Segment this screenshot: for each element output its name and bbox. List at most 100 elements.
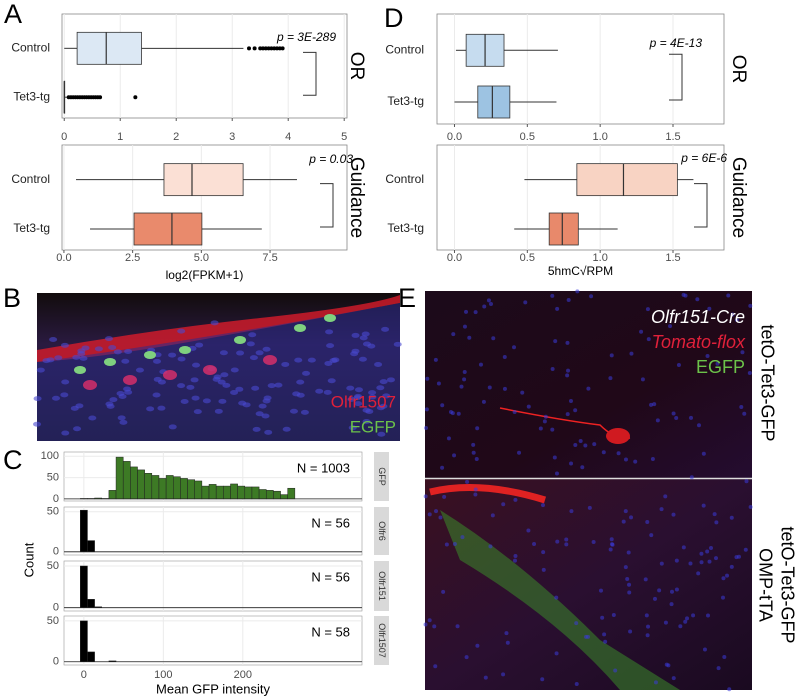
nucleus [368,394,377,400]
olfr-cell [83,380,97,390]
nucleus [725,573,730,578]
outlier [247,46,252,51]
micrograph-e: Olfr151-Cre Tomato-flox EGFP tetO-Tet3-G… [423,289,797,692]
nucleus [427,512,432,517]
nucleus [502,355,507,360]
nucleus [52,395,61,401]
histogram-bar [80,620,88,662]
nucleus [424,426,429,431]
nucleus [603,639,608,644]
nucleus [689,415,694,420]
nucleus [123,386,132,392]
facet-label: Olfr6 [377,521,387,541]
nucleus [427,618,432,623]
nucleus [645,307,650,312]
nucleus [72,354,81,360]
nucleus [452,453,457,458]
nucleus [621,519,626,524]
histogram-bar [144,473,153,500]
nucleus [294,357,303,363]
nucleus [108,344,117,350]
nucleus [296,392,305,398]
facet-label: Guidance [728,157,749,238]
nucleus [249,355,258,361]
nucleus [743,547,748,552]
nucleus [49,337,58,343]
nucleus [168,424,177,430]
nucleus [538,426,543,431]
nucleus [433,664,438,669]
nucleus [668,324,673,329]
histogram-bar [87,540,95,553]
x-tick-label: 0 [81,669,87,681]
nucleus [202,398,211,404]
nucleus [613,668,618,673]
nucleus [296,379,305,385]
nucleus [652,596,657,601]
nucleus [748,303,753,308]
nucleus [501,502,506,507]
histogram-bar [87,599,95,608]
olfr-cell [123,375,137,385]
nucleus [569,461,574,466]
olfr-cell [163,370,177,380]
nucleus [475,643,480,648]
nucleus [512,558,517,563]
nucleus [393,341,402,347]
nucleus [359,335,368,341]
nucleus [464,309,469,314]
nucleus [573,443,578,448]
nucleus [609,353,614,358]
gfp-cell [324,314,336,322]
histogram-bar [87,651,95,662]
y-tick-label: 50 [47,560,59,572]
nucleus [255,411,264,417]
nucleus [699,560,704,565]
nucleus [707,306,712,311]
nucleus [541,567,546,572]
gfp-cell [104,358,116,366]
nucleus [77,351,86,357]
nucleus [691,613,696,618]
p-value: p = 0.03 [308,152,353,166]
nucleus [489,301,494,306]
nucleus [609,537,614,542]
nucleus [94,346,103,352]
panel-letter: D [384,3,404,33]
histogram-bar [194,480,203,500]
nucleus [663,494,668,499]
p-value: p = 6E-6 [680,151,727,165]
nucleus [219,350,228,356]
nucleus [714,520,719,525]
nucleus [436,381,441,386]
image-background [425,291,752,478]
nucleus [177,356,186,362]
cells [423,289,753,692]
nucleus [433,357,438,362]
nucleus [626,550,631,555]
y-tick-label: 50 [47,471,59,483]
facet-label: OR [346,52,367,81]
nucleus [446,436,451,441]
nucleus [655,418,660,423]
nucleus [699,551,704,556]
nucleus [471,442,476,447]
nucleus [689,475,694,480]
histogram-bar [273,490,281,500]
nucleus [465,479,470,484]
x-tick-label: 2.5 [125,252,140,264]
nucleus [73,426,82,432]
nucleus [523,300,528,305]
nucleus [650,457,655,462]
nucleus [374,361,383,367]
nucleus [263,395,272,401]
nucleus [358,356,367,362]
nucleus [106,403,115,409]
panel-letter: E [398,283,416,313]
nucleus [210,320,219,326]
x-tick-label: 1.0 [593,131,608,143]
micrograph-b: Olfr1507 EGFP [33,293,402,441]
facet-label: GFP [377,467,387,486]
nucleus [61,379,70,385]
nucleus [683,619,688,624]
